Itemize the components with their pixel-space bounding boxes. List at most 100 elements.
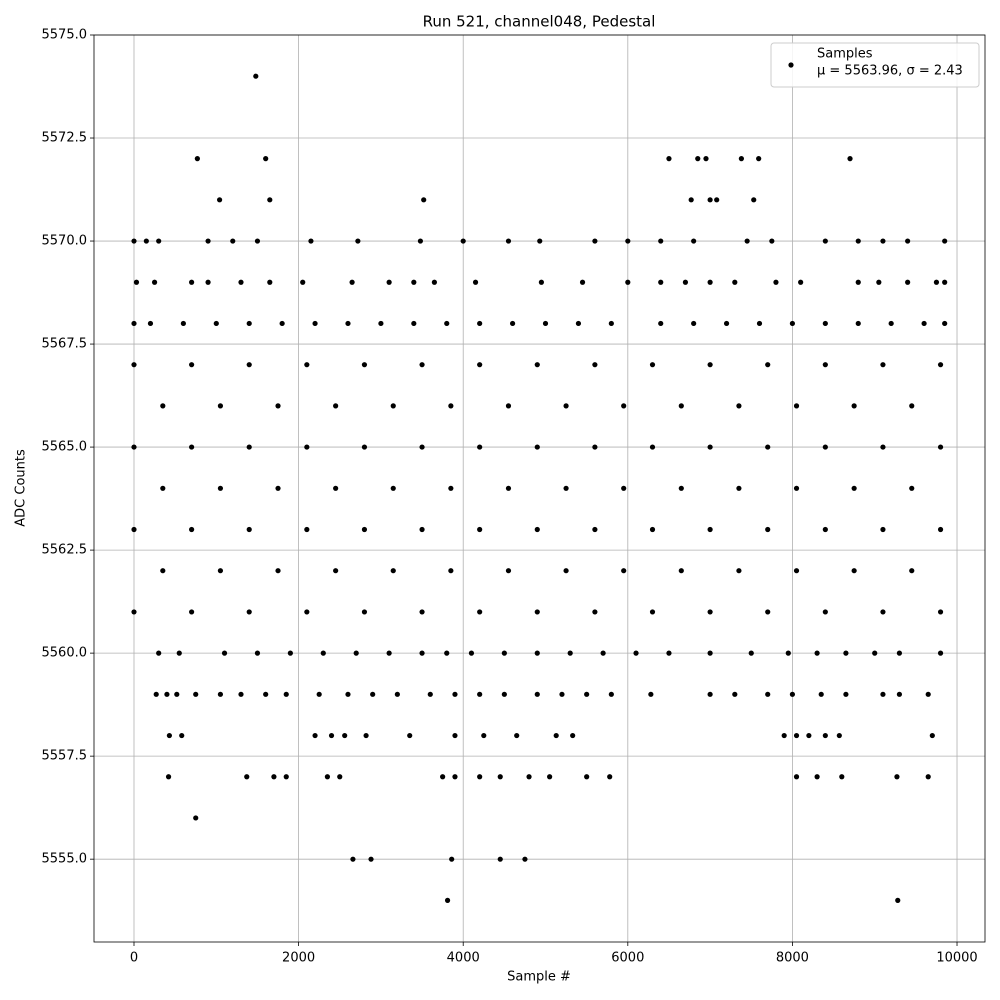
data-point: [649, 609, 656, 615]
data-point: [131, 320, 137, 327]
data-point: [738, 156, 744, 162]
data-point: [263, 691, 269, 697]
data-point: [477, 774, 483, 780]
points: [131, 73, 948, 903]
data-point: [275, 485, 281, 491]
data-point: [390, 403, 396, 409]
data-point: [909, 403, 915, 409]
data-point: [180, 320, 186, 327]
data-point: [304, 526, 310, 533]
data-point: [497, 774, 503, 780]
data-point: [905, 279, 911, 285]
data-point: [937, 526, 944, 533]
data-point: [822, 526, 828, 533]
data-point: [691, 320, 697, 327]
data-point: [497, 856, 503, 862]
data-point: [880, 609, 886, 615]
data-point: [894, 774, 900, 780]
data-point: [477, 444, 483, 450]
data-point: [283, 691, 289, 697]
data-point: [131, 609, 137, 615]
y-axis-label: ADC Counts: [14, 449, 29, 527]
data-point: [147, 320, 154, 327]
data-point: [547, 774, 553, 780]
data-point: [153, 691, 159, 697]
data-point: [156, 238, 162, 244]
data-point: [246, 320, 252, 327]
data-point: [460, 238, 466, 244]
data-point: [942, 320, 948, 327]
data-point: [649, 362, 656, 368]
data-point: [765, 691, 771, 697]
legend-stats: μ = 5563.96, σ = 2.43: [817, 64, 963, 79]
data-point: [271, 774, 277, 780]
data-point: [855, 238, 861, 244]
data-point: [444, 650, 450, 656]
data-point: [189, 609, 195, 615]
data-point: [563, 403, 569, 409]
data-point: [592, 444, 598, 450]
data-point: [925, 691, 931, 697]
data-point: [895, 897, 901, 903]
data-point: [193, 815, 199, 821]
data-point: [283, 774, 289, 780]
data-point: [707, 362, 713, 368]
data-point: [477, 526, 483, 533]
data-point: [781, 732, 787, 739]
data-point: [707, 526, 713, 533]
data-point: [444, 897, 451, 903]
data-point: [333, 568, 339, 574]
data-point: [205, 238, 211, 244]
data-point: [765, 444, 771, 450]
data-point: [707, 609, 713, 615]
data-point: [217, 568, 224, 574]
data-point: [579, 279, 586, 285]
data-point: [481, 732, 487, 739]
data-point: [723, 320, 730, 327]
data-point: [477, 691, 483, 697]
data-point: [836, 732, 842, 739]
data-point: [419, 444, 425, 450]
data-point: [880, 362, 886, 368]
data-point: [534, 526, 540, 533]
data-point: [505, 238, 512, 244]
data-point: [166, 732, 172, 739]
data-point: [444, 320, 450, 327]
data-point: [929, 732, 935, 739]
data-point: [814, 774, 820, 780]
data-point: [905, 238, 911, 244]
data-point: [312, 320, 318, 327]
data-point: [217, 485, 224, 491]
plot-frame: [93, 34, 986, 943]
data-point: [368, 856, 374, 862]
data-point: [361, 362, 368, 368]
data-point: [736, 485, 742, 491]
data-point: [449, 856, 455, 862]
data-point: [847, 156, 853, 162]
data-point: [534, 444, 540, 450]
data-point: [131, 444, 137, 450]
data-point: [851, 485, 857, 491]
data-point: [666, 156, 672, 162]
y-tick-label: 5575.0: [42, 28, 88, 43]
data-point: [567, 650, 573, 656]
data-point: [164, 691, 170, 697]
data-point: [608, 320, 614, 327]
data-point: [254, 238, 261, 244]
data-point: [131, 362, 137, 368]
data-point: [942, 238, 948, 244]
data-point: [843, 650, 849, 656]
data-point: [304, 609, 310, 615]
data-point: [143, 238, 149, 244]
data-point: [765, 609, 771, 615]
data-point: [925, 774, 931, 780]
data-point: [246, 526, 252, 533]
data-point: [592, 238, 598, 244]
data-point: [822, 609, 828, 615]
data-point: [361, 609, 368, 615]
x-tick-label: 4000: [447, 951, 480, 966]
data-point: [880, 691, 886, 697]
x-axis-label: Sample #: [507, 970, 571, 985]
